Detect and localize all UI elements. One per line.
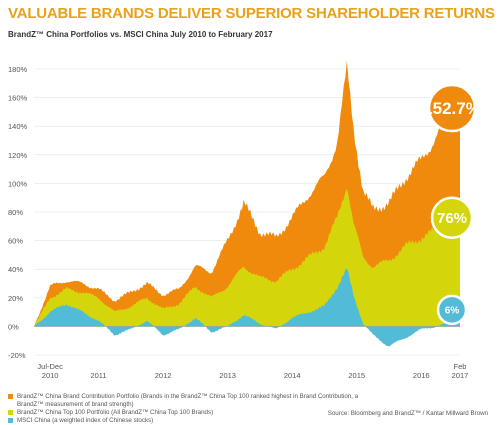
x-tick-label: 2010	[42, 371, 59, 380]
x-tick-label: 2012	[155, 371, 172, 380]
x-tick-label: Jul-Dec	[37, 362, 63, 371]
y-tick-label: 100%	[8, 179, 28, 188]
x-tick-label: 2015	[348, 371, 365, 380]
legend-label-top100: BrandZ™ China Top 100 Portfolio (All Bra…	[17, 409, 214, 416]
end-label-top100: 76%	[437, 210, 467, 227]
legend-item-brand-contribution: BrandZ™ China Brand Contribution Portfol…	[8, 393, 367, 409]
legend-swatch-msci	[8, 418, 13, 423]
end-label-brand-contribution-circle	[427, 83, 477, 133]
legend-item-msci: MSCI China (a weighted index of Chinese …	[8, 417, 367, 425]
chart-title: VALUABLE BRANDS DELIVER SUPERIOR SHAREHO…	[8, 5, 495, 22]
x-tick-label: 2013	[219, 371, 236, 380]
chart-subtitle: BrandZ™ China Portfolios vs. MSCI China …	[8, 30, 273, 39]
chart-legend: BrandZ™ China Brand Contribution Portfol…	[8, 393, 367, 425]
end-label-msci-circle	[436, 294, 468, 326]
legend-item-top100: BrandZ™ China Top 100 Portfolio (All Bra…	[8, 409, 367, 417]
y-tick-label: 20%	[8, 294, 23, 303]
y-tick-label: -20%	[8, 351, 26, 360]
source-note: Source: Bloomberg and BrandZ™ / Kantar M…	[327, 410, 488, 417]
x-tick-label: Feb	[454, 362, 467, 371]
legend-swatch-brand-contribution	[8, 394, 13, 399]
legend-label-brand-contribution: BrandZ™ China Brand Contribution Portfol…	[17, 393, 359, 408]
x-tick-label: 2014	[284, 371, 301, 380]
y-tick-label: 120%	[8, 151, 28, 160]
legend-swatch-top100	[8, 410, 13, 415]
x-tick-label: 2017	[452, 371, 469, 380]
y-tick-label: 40%	[8, 265, 23, 274]
y-tick-label: 60%	[8, 237, 23, 246]
legend-label-msci: MSCI China (a weighted index of Chinese …	[17, 417, 154, 424]
end-label-top100-circle	[430, 196, 474, 239]
x-tick-label: 2016	[413, 371, 430, 380]
y-tick-label: 140%	[8, 122, 28, 131]
y-tick-label: 180%	[8, 65, 28, 74]
x-tick-label: 2011	[90, 371, 106, 380]
end-label-msci: 6%	[445, 305, 460, 316]
y-tick-label: 160%	[8, 94, 28, 103]
y-tick-label: 80%	[8, 208, 23, 217]
end-label-brand-contribution: 152.7%	[423, 99, 481, 118]
y-tick-label: 0%	[8, 322, 19, 331]
series-area-top100	[34, 188, 460, 327]
